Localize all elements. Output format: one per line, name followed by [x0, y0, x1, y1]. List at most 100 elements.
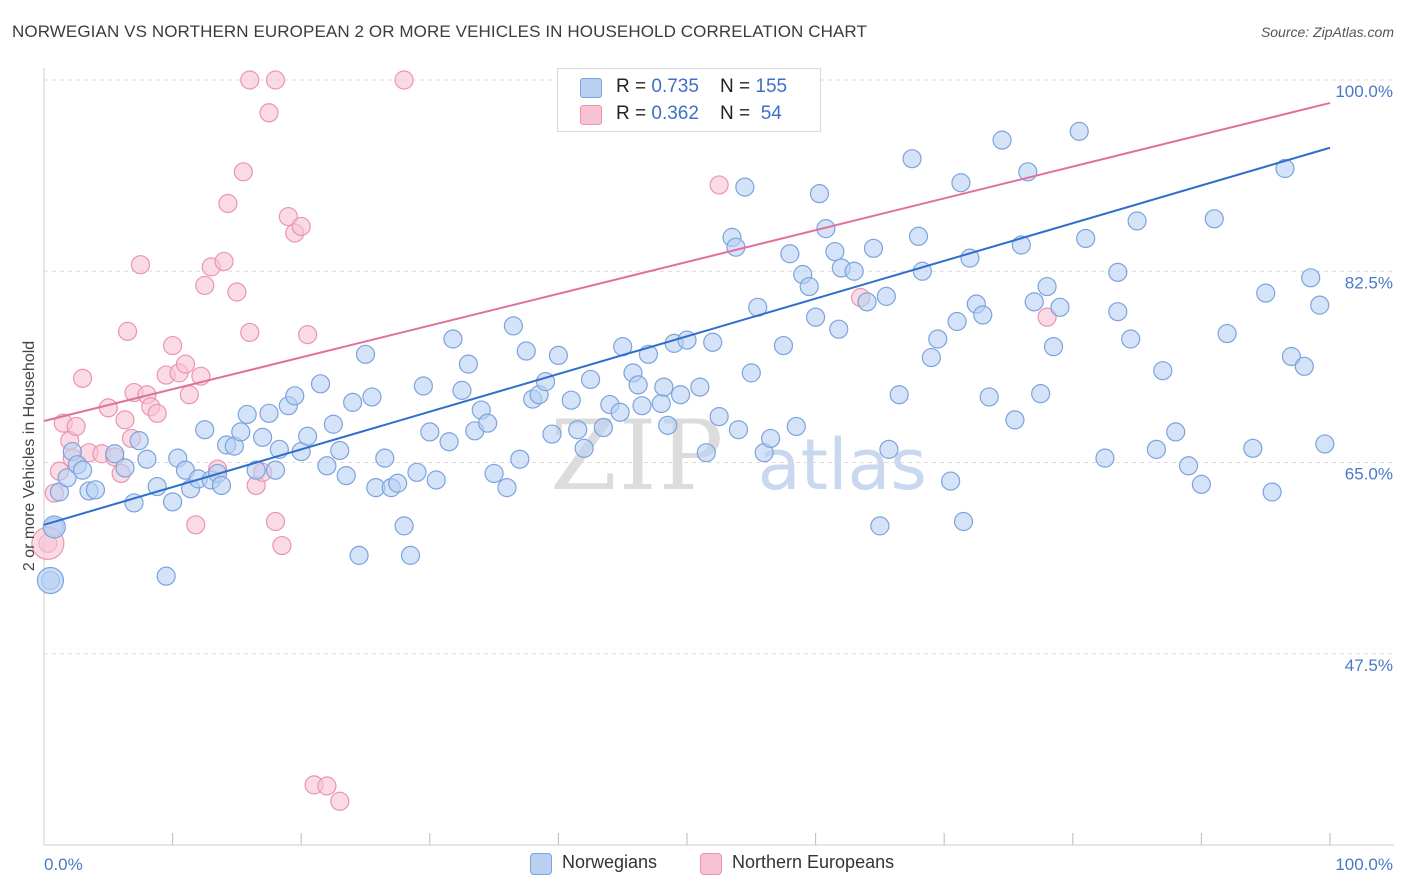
- northern-european-point: [278, 207, 298, 227]
- norwegian-point: [407, 462, 427, 482]
- norwegian-point: [1153, 361, 1173, 381]
- norwegian-point: [323, 414, 343, 434]
- norwegian-point: [670, 385, 691, 405]
- legend-swatch-pink: [580, 105, 602, 125]
- northern-europeans-trend-line: [43, 101, 1331, 422]
- norwegian-point: [568, 420, 588, 440]
- norwegian-point: [420, 422, 440, 442]
- norwegian-point: [876, 286, 896, 306]
- norwegian-point: [1315, 434, 1335, 454]
- norwegian-point: [908, 226, 929, 246]
- northern-european-point: [115, 410, 135, 430]
- axis-layer: [43, 68, 1394, 846]
- norwegian-point: [1031, 384, 1051, 404]
- norwegian-point: [336, 466, 356, 486]
- norwegian-point: [105, 444, 125, 464]
- northern-european-point: [317, 776, 337, 796]
- northern-european-point: [218, 193, 238, 214]
- northern-european-point: [227, 282, 247, 302]
- norwegian-point: [1121, 329, 1141, 349]
- norwegian-point: [265, 460, 286, 480]
- norwegian-point: [231, 422, 251, 442]
- norwegian-point: [516, 341, 536, 361]
- norwegian-point: [1191, 474, 1212, 494]
- norwegian-point: [992, 130, 1012, 150]
- norwegian-point: [503, 316, 523, 336]
- norwegian-point: [362, 387, 382, 407]
- y-axis-label: 2 or more Vehicles in Household: [21, 341, 38, 571]
- norwegian-point: [580, 369, 601, 390]
- northern-european-point: [240, 70, 260, 90]
- northern-european-point: [175, 354, 196, 374]
- norwegian-point: [355, 344, 376, 364]
- norwegian-point: [211, 475, 232, 496]
- norwegian-point: [728, 420, 749, 440]
- norwegian-point: [163, 492, 183, 512]
- norwegian-point: [478, 413, 498, 433]
- norwegian-point: [57, 468, 77, 488]
- norwegian-point: [129, 431, 149, 451]
- norwegian-point: [709, 407, 729, 427]
- northern-european-point: [72, 368, 93, 388]
- norwegian-point: [246, 460, 266, 480]
- norwegian-point: [375, 448, 395, 468]
- norwegian-point: [115, 458, 135, 478]
- norwegian-point: [593, 417, 614, 438]
- norwegian-point: [628, 375, 648, 395]
- norwegian-point: [921, 347, 941, 368]
- norwegian-point: [156, 566, 176, 586]
- norwegian-point: [947, 311, 967, 332]
- norwegian-point: [443, 329, 463, 349]
- norwegian-point: [1005, 410, 1025, 430]
- norwegian-point: [610, 402, 630, 422]
- norwegian-point: [1127, 211, 1147, 231]
- norwegian-point: [1178, 456, 1199, 476]
- northern-european-point: [259, 103, 279, 123]
- northern-european-point: [117, 321, 138, 341]
- norwegian-point: [805, 307, 826, 327]
- norwegian-point: [1256, 283, 1276, 303]
- norwegian-point: [85, 480, 106, 500]
- norwegian-point: [1108, 302, 1128, 322]
- norwegian-point: [1050, 297, 1070, 317]
- legend-text-northern-europeans: R = 0.362 N = 54: [616, 103, 782, 124]
- norwegian-point: [1204, 209, 1224, 229]
- norwegian-point: [735, 177, 755, 197]
- norwegian-point: [829, 319, 849, 339]
- norwegian-point: [439, 432, 459, 452]
- norwegian-point: [317, 456, 337, 476]
- norwegian-point: [741, 363, 761, 383]
- legend-r-value-norwegians: 0.735: [651, 76, 699, 97]
- norwegian-point: [973, 305, 993, 325]
- y-tick-label: 65.0%: [1345, 465, 1393, 484]
- norwegian-point: [1043, 337, 1064, 357]
- norwegian-point: [773, 335, 794, 356]
- northern-european-point: [98, 398, 118, 418]
- norwegian-point: [561, 390, 581, 410]
- norwegian-point: [951, 173, 971, 193]
- legend-n-value-norwegians: 155: [755, 76, 788, 97]
- norwegian-point: [1310, 295, 1330, 315]
- norwegian-point: [1037, 276, 1057, 297]
- northern-european-point: [330, 791, 350, 811]
- northern-european-point: [163, 335, 183, 356]
- norwegian-point: [1275, 158, 1295, 179]
- norwegian-point: [928, 329, 948, 349]
- watermark-atlas: atlas: [757, 424, 927, 506]
- norwegian-point: [452, 380, 472, 400]
- norwegian-point-large: [36, 566, 65, 595]
- northern-european-point: [272, 535, 292, 556]
- norwegian-point: [780, 244, 800, 264]
- norwegian-point: [1108, 262, 1128, 282]
- norwegian-point: [394, 516, 414, 536]
- legend-row-northern-europeans: R = 0.362 N = 54: [580, 102, 782, 128]
- norwegian-point: [760, 428, 781, 449]
- norwegian-point: [259, 403, 279, 423]
- ticks-layer: 0.0% 100.0% 47.5% 65.0% 82.5% 100.0%: [44, 82, 1393, 874]
- norwegian-point: [574, 438, 594, 458]
- stats-legend: R = 0.735 N = 155 R = 0.362 N = 54: [557, 68, 821, 132]
- norwegian-point: [298, 426, 318, 446]
- legend-n-value-northern-europeans: 54: [755, 103, 782, 124]
- bottom-legend-swatch-pink: [700, 853, 722, 875]
